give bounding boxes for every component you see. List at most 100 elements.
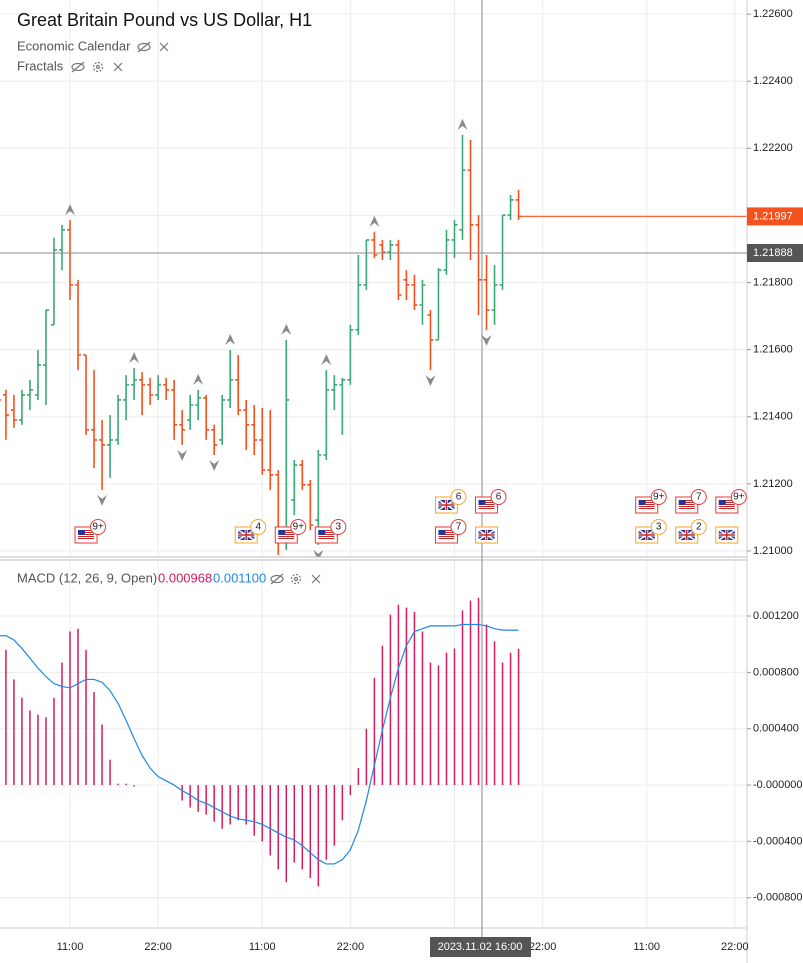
ohlc-bar <box>163 377 170 400</box>
current-price-box <box>747 207 803 226</box>
calendar-event[interactable]: 2 <box>675 519 707 544</box>
ohlc-bar <box>355 255 362 335</box>
flag-stripe <box>438 534 455 535</box>
ohlc-bar <box>107 415 114 478</box>
calendar-event[interactable]: 4 <box>234 519 267 544</box>
ohlc-bar <box>26 379 33 411</box>
y-tick-label: 1.22400 <box>753 75 793 87</box>
flag-stripe <box>718 502 735 503</box>
fractal-up <box>65 204 76 216</box>
calendar-event[interactable]: 3 <box>635 519 667 544</box>
ohlc-bar <box>459 134 466 240</box>
event-badge <box>650 489 667 505</box>
close-icon[interactable] <box>311 574 321 584</box>
flag-stripe <box>478 504 495 505</box>
flag-canton <box>678 500 686 505</box>
hide-icon[interactable] <box>270 573 284 585</box>
flag-canton <box>718 500 726 505</box>
calendar-event[interactable]: 6 <box>475 489 507 514</box>
flag-stripe <box>438 530 455 531</box>
flag-stripe <box>318 530 335 531</box>
flag-stripe <box>678 506 695 507</box>
x-tick-label: 22:00 <box>721 941 749 953</box>
hide-icon[interactable] <box>137 41 151 53</box>
macd-value: 0.000968 <box>158 570 212 585</box>
calendar-event[interactable]: 7 <box>434 519 467 544</box>
flag-stripe <box>678 504 695 505</box>
y-tick-label: 1.21600 <box>753 344 793 356</box>
fractal-down <box>209 459 220 471</box>
event-badge <box>330 519 347 535</box>
signal-line <box>0 623 519 865</box>
flag-cross-red <box>478 530 495 540</box>
calendar-event[interactable]: 9+ <box>715 489 747 514</box>
event-badge <box>450 519 467 535</box>
event-count: 3 <box>336 522 342 533</box>
flag-canton <box>638 500 646 505</box>
close-icon[interactable] <box>159 42 169 52</box>
flag-stripe <box>638 508 655 509</box>
signal-value: 0.001100 <box>213 570 266 585</box>
flag-stripe <box>78 532 95 533</box>
ohlc-bar <box>2 389 9 440</box>
x-tick-label: 22:00 <box>529 941 557 953</box>
ohlc-bar <box>499 214 506 290</box>
flag-cross-red <box>678 530 695 540</box>
ohlc-bar <box>251 404 258 455</box>
event-count: 3 <box>656 522 662 533</box>
ohlc-bar <box>171 379 178 440</box>
y-tick-label: 1.21800 <box>753 276 793 288</box>
ohlc-bar <box>291 460 298 516</box>
x-tick-label: 11:00 <box>249 941 276 953</box>
fractal-down <box>97 494 108 506</box>
ohlc-bar <box>491 265 498 325</box>
ohlc-bar <box>58 224 65 271</box>
ohlc-bar <box>443 229 450 275</box>
ohlc-bar <box>123 375 130 421</box>
settings-icon[interactable] <box>92 61 104 73</box>
x-tick-label: 11:00 <box>57 941 84 953</box>
y-tick-label: 1.21000 <box>753 545 793 557</box>
flag-stripe <box>678 502 695 503</box>
calendar-event[interactable]: 3 <box>314 519 347 544</box>
calendar-event[interactable]: 9+ <box>635 489 667 514</box>
close-icon[interactable] <box>113 62 123 72</box>
ohlc-bar <box>203 394 210 440</box>
event-count: 6 <box>496 492 502 503</box>
y-tick-label: -0.000400 <box>753 835 803 847</box>
axes: 11:0022:0011:0022:0011:0022:0011:0022:00… <box>57 8 803 953</box>
flag-stripe <box>278 534 295 535</box>
event-badge <box>650 519 667 535</box>
x-tick-label: 22:00 <box>337 941 365 953</box>
settings-icon[interactable] <box>290 573 302 585</box>
ohlc-bar <box>451 220 458 259</box>
calendar-event[interactable]: 9+ <box>74 519 107 544</box>
ohlc-bar <box>115 394 122 445</box>
ohlc-bar <box>363 239 370 290</box>
crosshair-price-label: 1.21888 <box>753 247 793 259</box>
grid <box>0 0 747 928</box>
y-tick-label: -0.000000 <box>753 779 803 791</box>
fractal-up <box>281 323 292 335</box>
calendar-event[interactable]: 7 <box>675 489 707 514</box>
ohlc-bar <box>483 255 490 330</box>
ohlc-bar <box>91 370 98 469</box>
event-count: 9+ <box>92 522 104 533</box>
calendar-event[interactable] <box>475 526 499 544</box>
flag-stripe <box>278 530 295 531</box>
crosshair-time-box <box>430 937 531 957</box>
flag-stripe <box>318 532 335 533</box>
fractal-up <box>321 354 332 366</box>
hide-icon[interactable] <box>71 61 85 73</box>
ohlc-bar <box>307 479 314 531</box>
flag-stripe <box>278 532 295 533</box>
calendar-event[interactable]: 6 <box>434 489 467 514</box>
ohlc-bar <box>139 372 146 416</box>
ohlc-bar <box>179 410 186 445</box>
y-tick-label: 1.22200 <box>753 142 793 154</box>
event-badge <box>250 519 267 535</box>
calendar-event[interactable]: 9+ <box>274 519 307 544</box>
calendar-event[interactable] <box>715 526 739 544</box>
y-tick-label: 1.22600 <box>753 8 793 20</box>
